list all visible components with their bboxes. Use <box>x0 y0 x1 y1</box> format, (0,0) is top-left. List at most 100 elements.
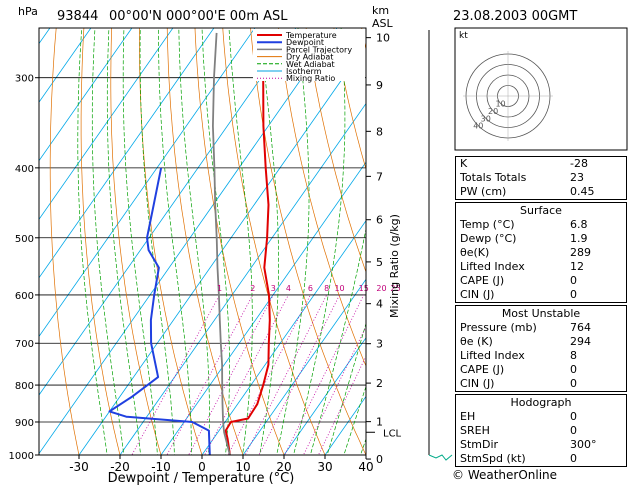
isotherm-line <box>39 28 297 396</box>
stats-row: θe (K) 294 <box>456 335 626 349</box>
dry-adiabat-line <box>18 21 41 471</box>
height-tick-label: 3 <box>376 338 383 351</box>
stats-key: CAPE (J) <box>460 363 505 376</box>
stats-value: 0 <box>570 274 577 287</box>
stats-key: StmSpd (kt) <box>460 452 526 465</box>
stats-key: θe(K) <box>460 246 490 259</box>
stats-key: EH <box>460 410 476 423</box>
dry-adiabat-line <box>305 28 366 273</box>
temperature-line <box>224 32 271 455</box>
stats-key: Totals Totals <box>460 171 527 184</box>
temperature-tick-label: 0 <box>198 460 206 474</box>
km-axis-title: km <box>372 4 389 17</box>
pressure-tick-label: 600 <box>15 291 34 302</box>
height-tick-label: 2 <box>376 377 383 390</box>
isotherm-line <box>78 44 366 455</box>
wet-adiabat-line <box>77 28 108 455</box>
hodograph-ring-label: 30 <box>481 114 491 123</box>
mixing-ratio-label: 20 <box>376 284 386 293</box>
stats-key: CIN (J) <box>460 288 495 301</box>
stats-table: K -28 Totals Totals 23 PW (cm) 0.45 Surface T… <box>455 154 627 467</box>
dry-adiabat-line <box>194 28 285 455</box>
stats-value: 8 <box>570 349 577 362</box>
stats-row: Lifted Index 12 <box>456 260 626 274</box>
mixing-ratio-label: 8 <box>324 284 329 293</box>
temperature-tick-label: -10 <box>151 460 171 474</box>
legend-label: Wet Adiabat <box>286 60 335 69</box>
isotherm-line <box>39 28 256 338</box>
stats-value: 6.8 <box>570 218 588 231</box>
stats-row: SREH 0 <box>456 424 626 438</box>
pressure-tick-label: 500 <box>15 234 34 245</box>
legend-label: Mixing Ratio <box>286 74 335 83</box>
mixing-ratio-label: 3 <box>271 284 276 293</box>
stats-row: PW (cm) 0.45 <box>456 185 626 199</box>
stats-value: 764 <box>570 321 591 334</box>
legend-label: Dry Adiabat <box>286 53 333 62</box>
isotherm-line <box>39 28 215 279</box>
stats-value: 23 <box>570 171 584 184</box>
wet-adiabat-line <box>326 322 366 455</box>
stats-value: 0 <box>570 363 577 376</box>
mixing-ratio-line <box>166 294 254 455</box>
isotherm-line <box>0 21 14 471</box>
wet-adiabat-line <box>158 28 192 455</box>
wet-adiabat-line <box>310 227 366 455</box>
stats-value: 12 <box>570 260 584 273</box>
stats-value: 0 <box>570 377 577 390</box>
hodograph-ring-label: 10 <box>495 99 505 108</box>
mixing-ratio-label: 15 <box>359 284 369 293</box>
pressure-tick-label: 300 <box>15 74 34 85</box>
height-tick-label: 0 <box>376 453 383 466</box>
temperature-tick-label: 10 <box>235 460 250 474</box>
stats-key: Dewp (°C) <box>460 232 517 245</box>
wet-adiabat-line <box>259 28 279 455</box>
stats-row: Lifted Index 8 <box>456 349 626 363</box>
stats-row: CIN (J) 0 <box>456 377 626 391</box>
hodograph-unit: kt <box>459 31 468 41</box>
isotherm-line <box>39 28 133 162</box>
wet-adiabat-line <box>122 28 158 455</box>
height-tick-label: 9 <box>376 79 383 92</box>
mixing-ratio-axis-title: Mixing Ratio (g/kg) <box>388 214 401 318</box>
dry-adiabat-line <box>166 28 244 455</box>
stats-row: Dewp (°C) 1.9 <box>456 232 626 246</box>
mixing-ratio-label: 25 <box>390 284 400 293</box>
hodograph-ring-label: 20 <box>488 107 498 116</box>
legend-label: Parcel Trajectory <box>286 45 352 54</box>
stats-value: 294 <box>570 335 591 348</box>
asl-axis-title: ASL <box>372 17 394 30</box>
stats-row: EH 0 <box>456 410 626 424</box>
dry-adiabat-line <box>333 28 366 171</box>
most-unstable-section: Most Unstable Pressure (mb) 764 θe (K) 294 L… <box>455 305 627 392</box>
stats-value: 0 <box>570 410 577 423</box>
height-tick-label: 8 <box>376 125 383 138</box>
temperature-tick-label: 40 <box>358 460 373 474</box>
mixing-ratio-line <box>303 325 366 455</box>
legend-box <box>253 29 365 81</box>
stats-key: StmDir <box>460 438 499 451</box>
mixing-ratio-line <box>188 294 274 455</box>
weatheronline-credit: © WeatherOnline <box>452 468 558 482</box>
stats-row: StmSpd (kt) 0 <box>456 452 626 466</box>
parcel-trajectory-line <box>212 32 231 455</box>
wet-adiabat-line <box>343 385 366 455</box>
dry-adiabat-line <box>222 28 326 455</box>
mixing-ratio-label: 6 <box>308 284 313 293</box>
x-axis-title: Dewpoint / Temperature (°C) <box>108 471 295 486</box>
stats-row: StmDir 300° <box>456 438 626 452</box>
hodograph-section: Hodograph EH 0 SREH 0 StmDir 300° StmSpd (kt) 0 <box>455 394 627 467</box>
wet-adiabat-line <box>139 28 175 455</box>
header: hPa 93844 00°00'N 000°00'E 00m ASL km AS… <box>18 4 577 30</box>
pressure-tick-label: 1000 <box>9 451 34 462</box>
dry-adiabat-line <box>250 28 366 455</box>
datetime-title: 23.08.2003 00GMT <box>453 9 577 24</box>
isotherm-line <box>283 337 366 455</box>
dewpoint-line <box>108 167 211 455</box>
height-tick-label: 1 <box>376 416 383 429</box>
mixing-ratio-label: 4 <box>286 284 291 293</box>
most-unstable-title: Most Unstable <box>501 307 581 320</box>
mixing-ratio-label: 2 <box>250 284 255 293</box>
